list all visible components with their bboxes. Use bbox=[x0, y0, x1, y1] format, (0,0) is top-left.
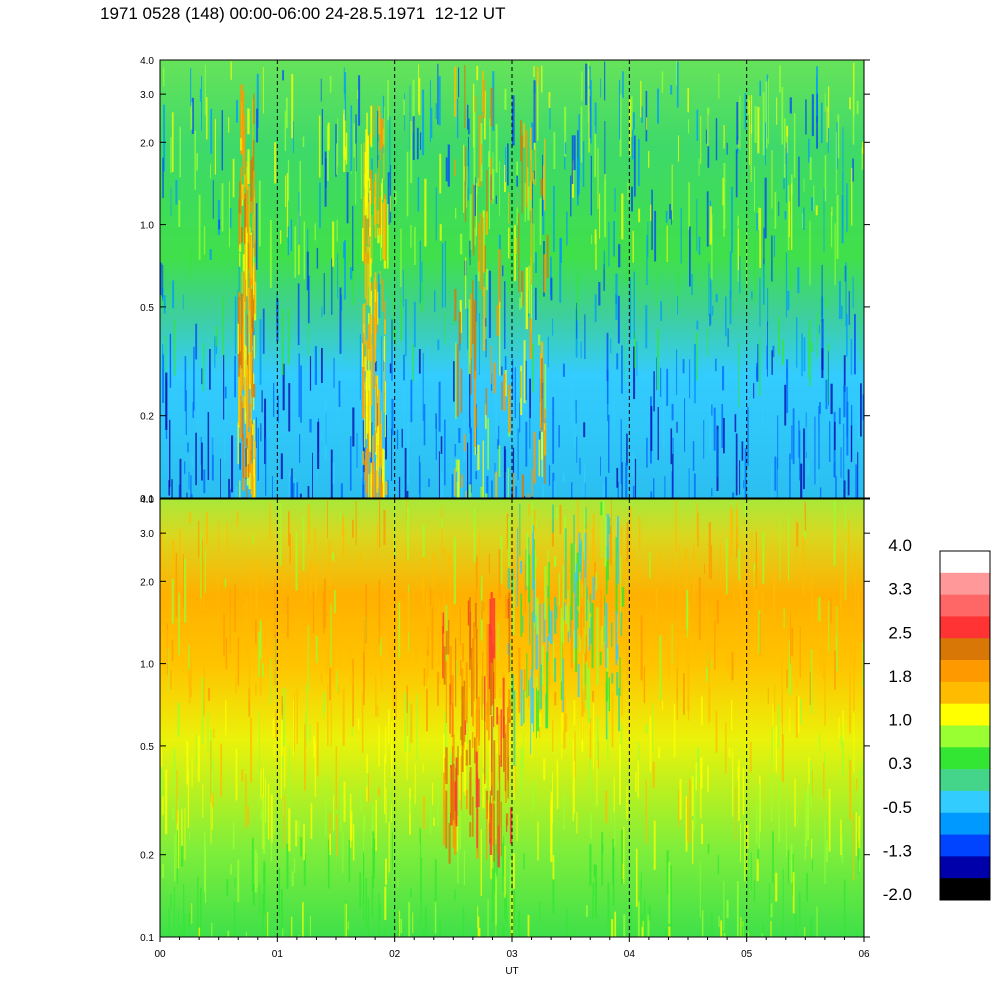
colorbar-swatch bbox=[940, 725, 990, 748]
y-tick-label: 0.5 bbox=[140, 303, 154, 314]
y-tick-label: 2.0 bbox=[140, 138, 154, 149]
x-tick-label: 05 bbox=[741, 949, 753, 960]
colorbar-swatch bbox=[940, 747, 990, 770]
x-tick-label: 03 bbox=[506, 949, 518, 960]
y-tick-label: 3.0 bbox=[140, 90, 154, 101]
x-tick-label: 00 bbox=[154, 949, 166, 960]
colorbar-swatch bbox=[940, 856, 990, 879]
y-tick-label: 1.0 bbox=[140, 660, 154, 671]
x-tick-label: 01 bbox=[272, 949, 284, 960]
colorbar-swatch bbox=[940, 812, 990, 835]
colorbar-swatch bbox=[940, 551, 990, 574]
y-axes: 0.10.20.51.02.03.04.00.10.20.51.02.03.04… bbox=[140, 56, 870, 944]
colorbar-swatch bbox=[940, 594, 990, 617]
y-tick-label: 1.0 bbox=[140, 221, 154, 232]
colorbar-label: 3.3 bbox=[888, 580, 912, 599]
x-axis: 00 01 02 03 04 05 06 UT bbox=[154, 937, 870, 977]
hour-gridlines bbox=[276, 60, 748, 937]
x-tick-label: 04 bbox=[624, 949, 636, 960]
colorbar-label: 1.0 bbox=[888, 711, 912, 730]
colorbar-swatch bbox=[940, 572, 990, 595]
y-tick-label: 3.0 bbox=[140, 529, 154, 540]
colorbar-swatch bbox=[940, 703, 990, 726]
colorbar-swatch bbox=[940, 681, 990, 704]
colorbar: 4.0 3.3 2.5 1.8 1.0 0.3 -0.5 -1.3 -2.0 bbox=[883, 536, 991, 904]
y-tick-label: 0.2 bbox=[140, 851, 154, 862]
colorbar-label: 0.3 bbox=[888, 754, 912, 773]
y-tick-label: 4.0 bbox=[140, 56, 154, 67]
colorbar-label: -2.0 bbox=[883, 885, 912, 904]
colorbar-swatch bbox=[940, 616, 990, 639]
y-tick-label: 0.1 bbox=[140, 933, 154, 944]
y-tick-label: 2.0 bbox=[140, 577, 154, 588]
x-tick-label: 02 bbox=[389, 949, 401, 960]
heatmap-panel-bottom bbox=[160, 499, 864, 937]
colorbar-swatch bbox=[940, 834, 990, 857]
colorbar-swatch bbox=[940, 769, 990, 792]
colorbar-label: 4.0 bbox=[888, 536, 912, 555]
y-tick-label: 4.0 bbox=[140, 495, 154, 506]
colorbar-swatch bbox=[940, 790, 990, 814]
x-axis-label: UT bbox=[505, 966, 518, 977]
x-tick-label: 06 bbox=[858, 949, 870, 960]
colorbar-label: 2.5 bbox=[888, 623, 912, 642]
colorbar-swatch bbox=[940, 878, 990, 901]
colorbar-swatch bbox=[940, 660, 990, 683]
colorbar-label: 1.8 bbox=[888, 667, 912, 686]
colorbar-swatch bbox=[940, 638, 990, 661]
y-tick-label: 0.5 bbox=[140, 742, 154, 753]
y-tick-label: 0.2 bbox=[140, 412, 154, 423]
colorbar-label: -1.3 bbox=[883, 841, 912, 860]
colorbar-label: -0.5 bbox=[883, 798, 912, 817]
y-tick-label: 0.1 bbox=[140, 494, 154, 505]
chart-title: 1971 0528 (148) 00:00-06:00 24-28.5.1971… bbox=[100, 4, 506, 23]
